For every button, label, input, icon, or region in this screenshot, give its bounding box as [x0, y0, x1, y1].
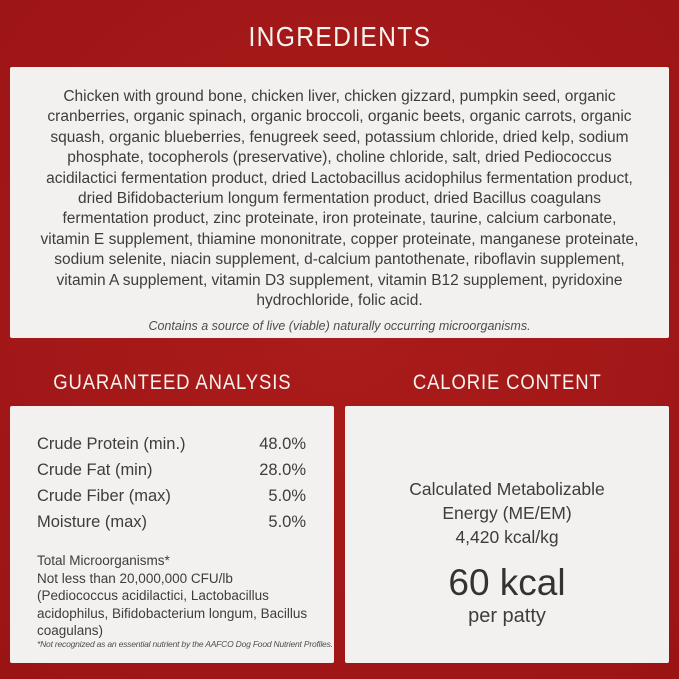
table-row: Crude Fat (min) 28.0%	[37, 457, 306, 483]
analysis-label: Crude Protein (min.)	[37, 435, 186, 453]
table-row: Crude Fiber (max) 5.0%	[37, 483, 306, 509]
analysis-label: Crude Fat (min)	[37, 461, 153, 479]
ingredients-panel: Chicken with ground bone, chicken liver,…	[10, 67, 669, 338]
analysis-table: Crude Protein (min.) 48.0% Crude Fat (mi…	[37, 431, 306, 535]
guaranteed-analysis-heading-text: GUARANTEED ANALYSIS	[52, 371, 292, 394]
analysis-value: 5.0%	[268, 513, 306, 531]
ingredients-title: INGREDIENTS	[0, 21, 679, 53]
calorie-content-heading-text: CALORIE CONTENT	[412, 371, 602, 394]
guaranteed-analysis-heading: GUARANTEED ANALYSIS	[10, 371, 334, 395]
table-row: Moisture (max) 5.0%	[37, 509, 306, 535]
table-row: Crude Protein (min.) 48.0%	[37, 431, 306, 457]
ingredients-live-culture-note: Contains a source of live (viable) natur…	[148, 319, 531, 334]
metabolizable-energy-label: Calculated Metabolizable Energy (ME/EM)	[409, 479, 605, 523]
ingredients-title-text: INGREDIENTS	[248, 21, 431, 52]
aafco-footnote: *Not recognized as an essential nutrient…	[37, 639, 333, 649]
total-microorganisms-block: Total Microorganisms* Not less than 20,0…	[37, 552, 310, 640]
ingredients-list: Chicken with ground bone, chicken liver,…	[40, 88, 639, 310]
guaranteed-analysis-panel: Crude Protein (min.) 48.0% Crude Fat (mi…	[10, 406, 334, 663]
analysis-value: 48.0%	[259, 435, 306, 453]
total-microorganisms-detail: Not less than 20,000,000 CFU/lb (Pedioco…	[37, 570, 308, 639]
calorie-content-panel: Calculated Metabolizable Energy (ME/EM) …	[345, 406, 669, 663]
analysis-value: 5.0%	[268, 487, 306, 505]
analysis-value: 28.0%	[259, 461, 306, 479]
kcal-per-patty-unit: per patty	[468, 605, 546, 627]
calorie-content-heading: CALORIE CONTENT	[345, 371, 669, 395]
analysis-label: Crude Fiber (max)	[37, 487, 171, 505]
analysis-label: Moisture (max)	[37, 513, 148, 531]
total-microorganisms-title: Total Microorganisms*	[37, 553, 170, 568]
metabolizable-energy-value: 4,420 kcal/kg	[455, 527, 559, 547]
kcal-per-patty-value: 60 kcal	[448, 562, 566, 603]
